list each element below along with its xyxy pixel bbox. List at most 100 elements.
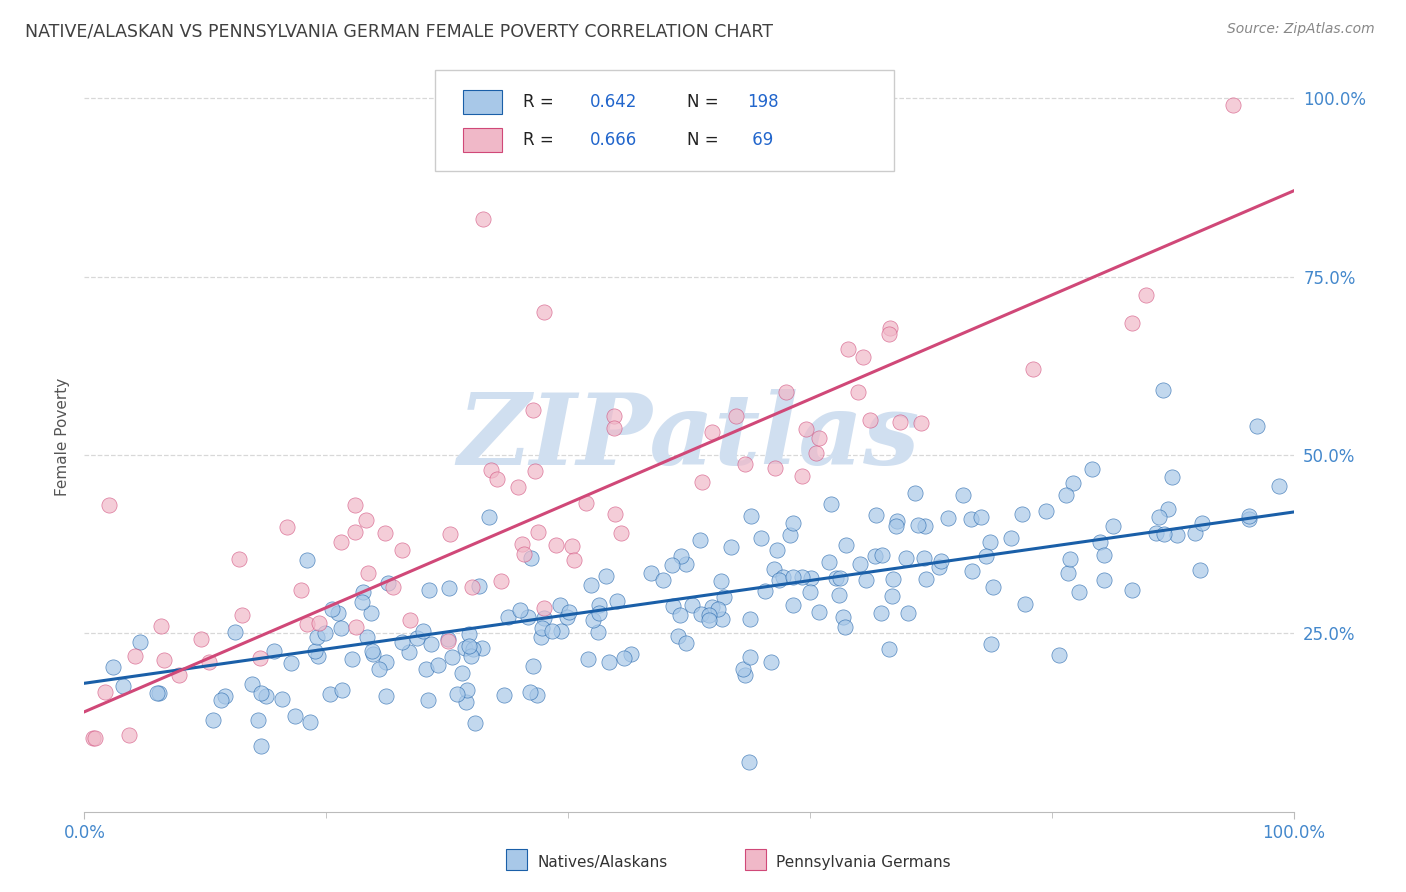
Point: [661, 558, 683, 572]
Point: [1189, 563, 1212, 577]
Point: [586, 625, 609, 640]
Point: [768, 573, 790, 587]
Point: [1056, 566, 1078, 580]
Point: [530, 630, 553, 644]
Point: [446, 687, 468, 701]
Point: [460, 648, 482, 663]
Point: [321, 601, 343, 615]
Point: [877, 327, 900, 342]
Point: [1160, 470, 1182, 484]
Point: [381, 580, 404, 594]
Text: N =: N =: [686, 93, 724, 112]
Point: [1059, 552, 1081, 566]
Point: [530, 621, 553, 635]
Point: [738, 650, 761, 665]
Point: [980, 637, 1002, 651]
Point: [510, 537, 533, 551]
Point: [1166, 528, 1188, 542]
Point: [550, 624, 572, 639]
Point: [360, 607, 382, 621]
Point: [437, 632, 460, 646]
Point: [981, 580, 1004, 594]
Point: [374, 526, 396, 541]
Point: [828, 588, 851, 602]
Point: [522, 659, 544, 673]
Point: [1000, 532, 1022, 546]
Point: [1153, 527, 1175, 541]
Point: [377, 576, 399, 591]
Point: [374, 689, 396, 703]
Point: [353, 585, 375, 599]
Point: [808, 431, 831, 445]
Point: [167, 668, 190, 682]
Point: [855, 573, 877, 587]
Point: [1121, 316, 1143, 330]
Point: [190, 632, 212, 647]
Point: [675, 557, 697, 571]
Point: [526, 524, 548, 539]
Point: [825, 572, 848, 586]
Point: [454, 640, 477, 655]
Point: [456, 683, 478, 698]
Point: [533, 600, 555, 615]
Point: [472, 212, 495, 227]
Point: [1135, 288, 1157, 302]
Point: [763, 460, 786, 475]
Point: [111, 679, 134, 693]
Point: [149, 618, 172, 632]
Point: [439, 526, 461, 541]
Point: [832, 609, 855, 624]
Point: [1101, 519, 1123, 533]
Point: [775, 384, 797, 399]
Point: [550, 598, 572, 612]
Point: [118, 728, 141, 742]
Point: [249, 686, 271, 700]
Point: [800, 571, 823, 585]
Point: [328, 606, 350, 620]
Point: [295, 616, 318, 631]
Point: [882, 572, 904, 586]
FancyBboxPatch shape: [463, 128, 502, 152]
Point: [865, 508, 887, 522]
Point: [690, 607, 713, 621]
Point: [588, 606, 610, 620]
Point: [689, 533, 711, 548]
Point: [540, 624, 562, 638]
Point: [519, 551, 541, 566]
Point: [598, 656, 620, 670]
Point: [834, 620, 856, 634]
Point: [668, 608, 690, 623]
Point: [579, 578, 602, 592]
Point: [460, 580, 482, 594]
Point: [837, 343, 859, 357]
Point: [681, 598, 703, 612]
Point: [391, 635, 413, 649]
Point: [228, 551, 250, 566]
Point: [1152, 384, 1174, 398]
Point: [740, 508, 762, 523]
Point: [1092, 574, 1115, 588]
Point: [361, 644, 384, 658]
Point: [94, 685, 117, 699]
Point: [454, 694, 477, 708]
Point: [702, 599, 724, 614]
Point: [276, 520, 298, 534]
Point: [720, 540, 742, 554]
Point: [319, 687, 342, 701]
Point: [546, 538, 568, 552]
Point: [734, 667, 756, 681]
Point: [1157, 502, 1180, 516]
Point: [209, 693, 232, 707]
Point: [128, 635, 150, 649]
Text: 0.666: 0.666: [589, 130, 637, 149]
Point: [250, 739, 273, 753]
Point: [779, 528, 801, 542]
Point: [595, 569, 617, 583]
Point: [1121, 583, 1143, 598]
Point: [640, 566, 662, 580]
Point: [671, 549, 693, 563]
Point: [1035, 504, 1057, 518]
Point: [904, 486, 927, 500]
Point: [782, 570, 804, 584]
Point: [613, 650, 636, 665]
